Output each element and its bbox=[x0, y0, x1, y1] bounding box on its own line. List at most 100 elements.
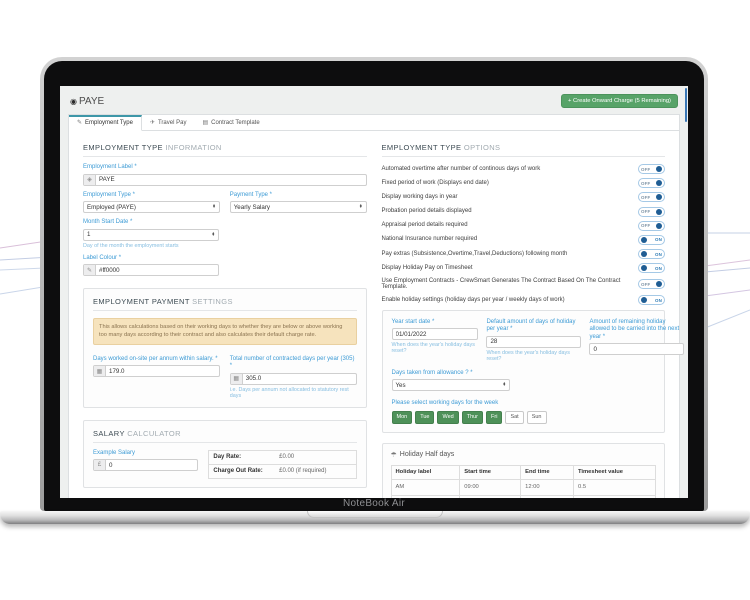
travel-pay-tab-icon: ✈ bbox=[149, 120, 155, 126]
tab-employment-type[interactable]: ✎ Employment Type bbox=[69, 115, 142, 131]
month-start-date-select[interactable]: 1 ▲ ▼ bbox=[83, 228, 220, 241]
default-holiday-days-field bbox=[486, 335, 582, 348]
option-label: Enable holiday settings (holiday days pe… bbox=[381, 297, 565, 304]
salary-results-table: Day Rate: £0.00 Charge Out Rate: £0.00 (… bbox=[208, 449, 357, 479]
employment-type-tab-icon: ✎ bbox=[77, 120, 83, 126]
pay-extras-toggle[interactable]: ON bbox=[638, 249, 665, 260]
option-row-enable-holiday-settings: Enable holiday settings (holiday days pe… bbox=[381, 295, 665, 306]
year-start-date-helper: When does the year's holiday days reset? bbox=[391, 342, 475, 355]
month-start-date-helper: Day of the month the employment starts bbox=[83, 242, 179, 249]
probation-period-toggle[interactable]: OFF bbox=[638, 206, 665, 217]
appraisal-period-toggle[interactable]: OFF bbox=[638, 220, 665, 231]
tab-travel-pay[interactable]: ✈ Travel Pay bbox=[141, 115, 195, 131]
day-button-wed[interactable]: Wed bbox=[437, 410, 459, 424]
table-row: Charge Out Rate: £0.00 (if required) bbox=[209, 465, 355, 478]
toggle-knob bbox=[641, 297, 647, 304]
paye-tag-icon: ◉ bbox=[70, 96, 77, 106]
toggle-state-label: ON bbox=[655, 237, 662, 243]
laptop-base-notch bbox=[307, 511, 443, 518]
day-button-sat[interactable]: Sat bbox=[505, 410, 524, 424]
section-title-main: SALARY bbox=[93, 428, 125, 438]
tab-label: Employment Type bbox=[85, 119, 133, 126]
display-holiday-pay-toggle[interactable]: ON bbox=[638, 263, 665, 274]
option-row-use-employment-contracts: Use Employment Contracts - CrewSmart Gen… bbox=[382, 278, 665, 292]
day-button-sun[interactable]: Sun bbox=[526, 410, 547, 424]
employment-type-select[interactable]: Employed (PAYE) ▲ ▼ bbox=[83, 201, 220, 213]
days-taken-allowance-value: Yes bbox=[395, 381, 406, 389]
select-caret-icon: ▲ ▼ bbox=[358, 203, 363, 209]
day-button-thur[interactable]: Thur bbox=[461, 410, 484, 424]
tab-label: Contract Template bbox=[211, 119, 260, 126]
fixed-period-toggle[interactable]: OFF bbox=[638, 178, 665, 189]
section-title-main: EMPLOYMENT PAYMENT bbox=[93, 297, 190, 306]
create-onward-charge-button[interactable]: + Create Onward Charge (5 Remaining) bbox=[561, 94, 678, 108]
employment-type-value: Employed (PAYE) bbox=[87, 203, 136, 211]
day-rate-label: Day Rate: bbox=[213, 454, 242, 461]
label-colour-input[interactable] bbox=[96, 265, 219, 275]
display-working-days-toggle[interactable]: OFF bbox=[638, 192, 665, 203]
holiday-half-days-card: ☂ Holiday Half days Holiday label Start … bbox=[381, 442, 665, 498]
default-holiday-days-input[interactable] bbox=[487, 336, 581, 347]
employment-label-input[interactable] bbox=[96, 174, 366, 185]
section-title-sub: CALCULATOR bbox=[127, 428, 181, 438]
option-label: Display working days in year bbox=[381, 193, 458, 200]
umbrella-icon: ☂ bbox=[390, 451, 397, 459]
laptop-brand: NoteBook Air bbox=[343, 498, 405, 509]
label-colour-field: ✎ bbox=[83, 264, 220, 276]
toggle-state-label: OFF bbox=[641, 209, 651, 215]
holiday-settings-card: Year start date * When does the year's h… bbox=[381, 309, 685, 433]
national-insurance-toggle[interactable]: ON bbox=[638, 234, 665, 245]
contracted-days-field: ▦ bbox=[229, 372, 357, 385]
default-holiday-days-label: Default amount of days of holiday per ye… bbox=[486, 318, 576, 333]
automated-overtime-toggle[interactable]: OFF bbox=[638, 164, 665, 174]
day-button-mon[interactable]: Mon bbox=[391, 410, 413, 424]
holiday-half-days-title: ☂ Holiday Half days bbox=[391, 451, 657, 459]
days-taken-allowance-label: Days taken from allowance ? * bbox=[391, 369, 473, 376]
toggle-state-label: OFF bbox=[641, 281, 651, 287]
section-title-main: EMPLOYMENT TYPE bbox=[83, 143, 163, 152]
select-caret-icon: ▲ ▼ bbox=[502, 381, 507, 388]
toggle-state-label: ON bbox=[655, 297, 662, 303]
payment-type-value: Yearly Salary bbox=[233, 203, 270, 211]
label-tag-icon: ◈ bbox=[84, 174, 96, 185]
laptop-screen: ◉ PAYE + Create Onward Charge (5 Remaini… bbox=[60, 86, 688, 498]
employment-type-label: Employment Type * bbox=[83, 191, 135, 198]
example-salary-input[interactable] bbox=[106, 460, 198, 471]
tab-bar-filler bbox=[267, 115, 679, 131]
scrollbar-thumb[interactable] bbox=[684, 88, 687, 122]
tab-contract-template[interactable]: ▤ Contract Template bbox=[194, 115, 268, 131]
column-start-time: Start time bbox=[459, 464, 522, 480]
option-label: Pay extras (Subsistence,Overtime,Travel,… bbox=[381, 250, 568, 257]
days-onsite-field: ▦ bbox=[93, 365, 220, 378]
use-employment-contracts-toggle[interactable]: OFF bbox=[638, 279, 665, 290]
toggle-state-label: OFF bbox=[641, 194, 651, 200]
day-button-fri[interactable]: Fri bbox=[486, 410, 503, 424]
carry-over-input[interactable] bbox=[590, 344, 684, 355]
enable-holiday-settings-toggle[interactable]: ON bbox=[638, 295, 665, 306]
year-start-date-input[interactable] bbox=[392, 329, 478, 340]
days-onsite-input[interactable] bbox=[106, 366, 219, 377]
select-caret-icon: ▲ ▼ bbox=[212, 203, 216, 209]
left-column: EMPLOYMENT TYPE INFORMATION Employment L… bbox=[83, 143, 367, 498]
option-label: National Insurance number required bbox=[381, 236, 478, 243]
payment-type-select[interactable]: Yearly Salary ▲ ▼ bbox=[229, 201, 367, 213]
cell: 0.5 bbox=[572, 494, 657, 498]
option-row-automated-overtime: Automated overtime after number of conti… bbox=[382, 164, 665, 174]
table-row: PM 12:00 17:00 0.5 bbox=[390, 494, 657, 498]
days-taken-allowance-select[interactable]: Yes ▲ ▼ bbox=[391, 379, 511, 392]
toggle-knob bbox=[656, 281, 662, 288]
page-title: ◉ PAYE bbox=[70, 96, 104, 107]
cell: 09:00 bbox=[459, 478, 522, 496]
cell: 0.5 bbox=[572, 478, 657, 496]
section-title-employment-type-information: EMPLOYMENT TYPE INFORMATION bbox=[83, 143, 367, 157]
working-days-buttons: Mon Tue Wed Thur Fri Sat Sun bbox=[391, 410, 656, 424]
default-holiday-days-helper: When does the year's holiday days reset? bbox=[486, 349, 570, 362]
option-row-display-working-days: Display working days in year OFF bbox=[381, 192, 665, 203]
charge-out-rate-value: £0.00 (if required) bbox=[279, 468, 327, 475]
table-row: Day Rate: £0.00 bbox=[209, 451, 356, 465]
employment-payment-settings-card: EMPLOYMENT PAYMENT SETTINGS This allows … bbox=[83, 288, 367, 408]
month-start-date-label: Month Start Date * bbox=[83, 219, 133, 225]
table-row: AM 09:00 12:00 0.5 bbox=[390, 478, 657, 496]
day-button-tue[interactable]: Tue bbox=[415, 410, 435, 424]
contracted-days-input[interactable] bbox=[242, 373, 356, 384]
